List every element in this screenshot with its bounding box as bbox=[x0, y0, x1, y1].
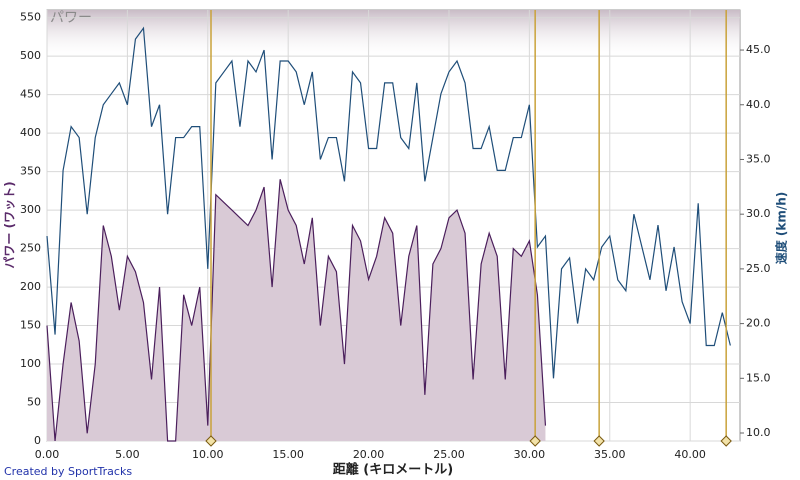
y-tick-label: 200 bbox=[20, 280, 41, 293]
x-tick-label: 35.00 bbox=[594, 448, 626, 461]
x-tick-label: 20.00 bbox=[353, 448, 385, 461]
credit: Created by SportTracks bbox=[4, 465, 132, 478]
area bbox=[47, 179, 546, 442]
x-tick-label: 30.00 bbox=[514, 448, 546, 461]
x-tick-label: 10.00 bbox=[192, 448, 224, 461]
y-tick-label: 450 bbox=[20, 88, 41, 101]
y2-tick-label: 25.0 bbox=[746, 262, 771, 275]
line bbox=[46, 26, 731, 379]
y2-tick-label: 30.0 bbox=[746, 207, 771, 220]
lap-diamond bbox=[529, 435, 541, 447]
x-tick-label: 0.00 bbox=[35, 448, 60, 461]
y2-axis-label: 速度 (km/h) bbox=[774, 192, 789, 265]
lap-diamond bbox=[593, 435, 605, 447]
y-axis-label: パワー (ワット) bbox=[3, 181, 17, 268]
y2-tick-label: 35.0 bbox=[746, 152, 771, 165]
line bbox=[46, 179, 547, 442]
x-axis-label: 距離 (キロメートル) bbox=[333, 462, 453, 478]
y-tick-label: 100 bbox=[20, 357, 41, 370]
y2-tick-label: 40.0 bbox=[746, 98, 771, 111]
x-tick-label: 25.00 bbox=[433, 448, 465, 461]
y-tick-label: 250 bbox=[20, 242, 41, 255]
y-tick-label: 400 bbox=[20, 126, 41, 139]
x-tick-label: 40.00 bbox=[674, 448, 706, 461]
y-tick-label: 0 bbox=[34, 434, 41, 447]
lap-diamond bbox=[205, 435, 217, 447]
x-tick-label: 5.00 bbox=[115, 448, 140, 461]
y-tick-label: 350 bbox=[20, 165, 41, 178]
y-tick-label: 150 bbox=[20, 319, 41, 332]
y2-tick-label: 10.0 bbox=[746, 426, 771, 439]
y-tick-label: 50 bbox=[27, 396, 41, 409]
top-band bbox=[47, 10, 740, 60]
y-tick-label: 500 bbox=[20, 49, 41, 62]
y2-tick-label: 20.0 bbox=[746, 317, 771, 330]
y-tick-label: 550 bbox=[20, 11, 41, 24]
y-tick-label: 300 bbox=[20, 203, 41, 216]
x-tick-label: 15.00 bbox=[272, 448, 304, 461]
y2-tick-label: 15.0 bbox=[746, 371, 771, 384]
y2-tick-label: 45.0 bbox=[746, 43, 771, 56]
lap-diamond bbox=[720, 435, 732, 447]
